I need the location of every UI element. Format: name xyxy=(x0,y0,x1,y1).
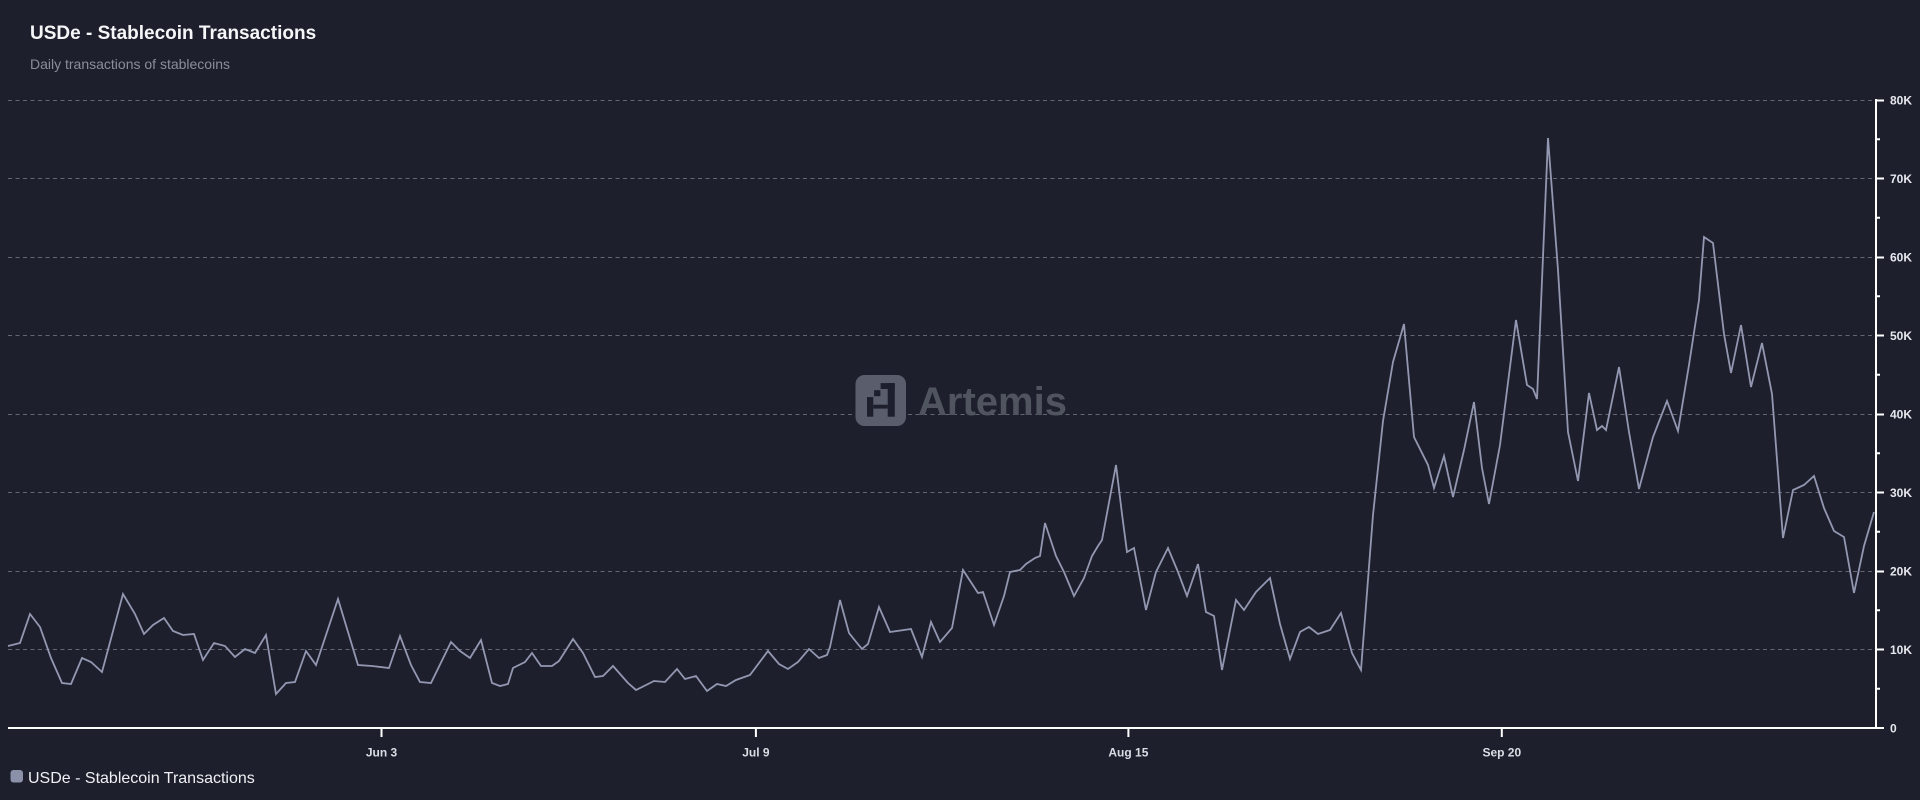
svg-text:60K: 60K xyxy=(1890,251,1912,265)
svg-text:Jul 9: Jul 9 xyxy=(742,746,770,760)
svg-text:Aug 15: Aug 15 xyxy=(1108,746,1148,760)
svg-text:Daily transactions of stableco: Daily transactions of stablecoins xyxy=(30,56,230,72)
svg-text:0: 0 xyxy=(1890,722,1897,736)
svg-text:Artemis: Artemis xyxy=(918,380,1067,424)
svg-text:80K: 80K xyxy=(1890,94,1912,108)
svg-text:10K: 10K xyxy=(1890,643,1912,657)
svg-text:40K: 40K xyxy=(1890,408,1912,422)
svg-text:Sep 20: Sep 20 xyxy=(1482,746,1521,760)
svg-text:50K: 50K xyxy=(1890,329,1912,343)
svg-text:70K: 70K xyxy=(1890,172,1912,186)
svg-text:USDe - Stablecoin Transactions: USDe - Stablecoin Transactions xyxy=(30,23,316,44)
svg-text:20K: 20K xyxy=(1890,565,1912,579)
svg-text:30K: 30K xyxy=(1890,486,1912,500)
svg-text:Jun 3: Jun 3 xyxy=(366,746,398,760)
svg-text:USDe - Stablecoin Transactions: USDe - Stablecoin Transactions xyxy=(28,770,255,787)
